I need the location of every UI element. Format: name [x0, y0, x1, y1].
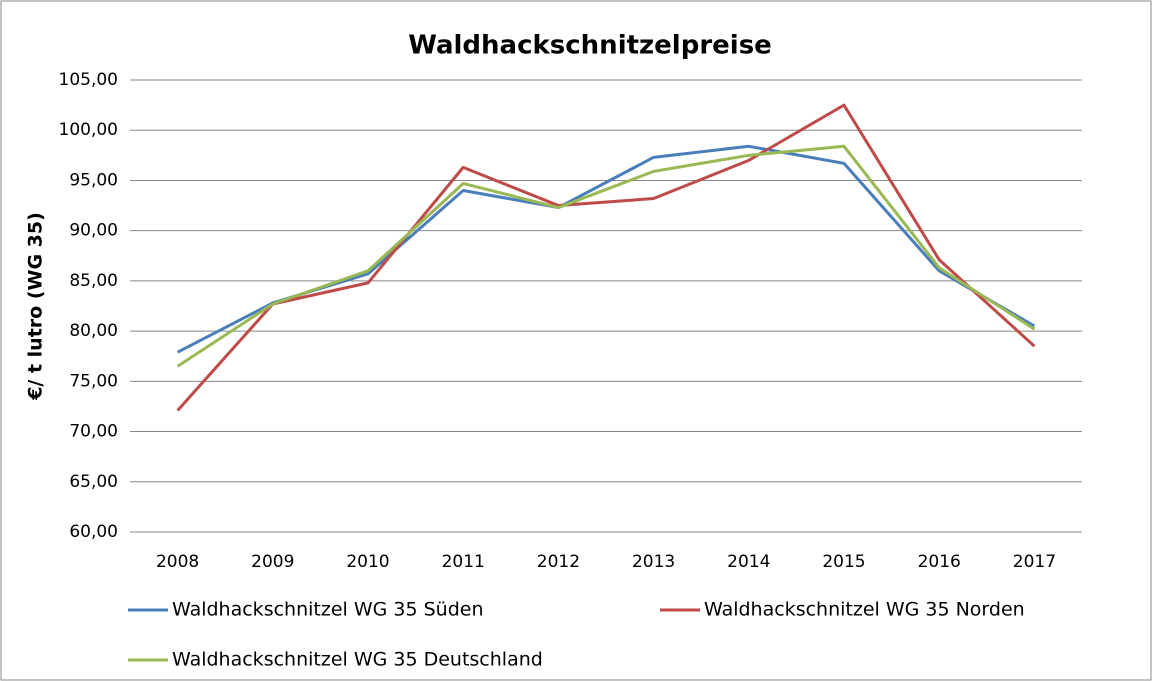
y-tick-label: 65,00	[69, 472, 118, 492]
legend-label: Waldhackschnitzel WG 35 Deutschland	[172, 649, 543, 671]
series-line	[176, 103, 1036, 412]
legend-label: Waldhackschnitzel WG 35 Süden	[172, 599, 484, 621]
y-tick-label: 85,00	[69, 271, 118, 291]
x-tick-label: 2009	[251, 552, 294, 572]
legend-label: Waldhackschnitzel WG 35 Norden	[704, 599, 1025, 621]
x-tick-label: 2017	[1013, 552, 1056, 572]
x-tick-label: 2008	[156, 552, 199, 572]
y-tick-label: 60,00	[69, 522, 118, 542]
x-tick-label: 2015	[822, 552, 865, 572]
x-tick-label: 2011	[442, 552, 485, 572]
chart-title: Waldhackschnitzelpreise	[408, 31, 772, 61]
y-axis-label: €/ t lutro (WG 35)	[25, 212, 47, 401]
x-tick-label: 2012	[537, 552, 580, 572]
x-tick-label: 2013	[632, 552, 675, 572]
x-tick-label: 2014	[727, 552, 770, 572]
y-tick-label: 95,00	[69, 170, 118, 190]
y-tick-label: 75,00	[69, 371, 118, 391]
series-line	[176, 144, 1036, 368]
y-tick-label: 70,00	[69, 422, 118, 442]
y-tick-label: 105,00	[59, 70, 118, 90]
x-tick-label: 2016	[918, 552, 961, 572]
y-tick-label: 90,00	[69, 221, 118, 241]
y-tick-label: 80,00	[69, 321, 118, 341]
y-tick-label: 100,00	[59, 120, 118, 140]
x-tick-label: 2010	[346, 552, 389, 572]
